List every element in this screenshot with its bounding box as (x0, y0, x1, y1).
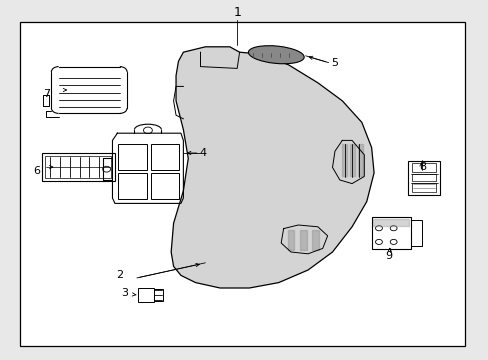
Text: 1: 1 (233, 6, 241, 19)
Ellipse shape (248, 46, 304, 64)
Bar (407, 161, 439, 195)
Bar (45, 156, 111, 178)
Polygon shape (171, 47, 373, 288)
Bar (153, 289, 163, 301)
Bar (150, 144, 179, 170)
Bar (411, 183, 435, 192)
Text: 2: 2 (116, 270, 123, 280)
Bar (410, 220, 421, 246)
Bar (371, 217, 410, 249)
Text: 9: 9 (385, 251, 391, 261)
Bar (411, 163, 435, 172)
Text: 8: 8 (419, 162, 426, 172)
Bar (411, 174, 435, 181)
Bar (150, 173, 179, 199)
Bar (118, 144, 146, 170)
Text: 7: 7 (43, 89, 50, 99)
Text: 4: 4 (199, 148, 206, 158)
Text: 3: 3 (121, 288, 128, 298)
Bar (118, 173, 146, 199)
Text: 6: 6 (33, 166, 40, 176)
Bar (41, 153, 115, 181)
Text: 5: 5 (331, 58, 338, 68)
Bar (138, 288, 153, 302)
